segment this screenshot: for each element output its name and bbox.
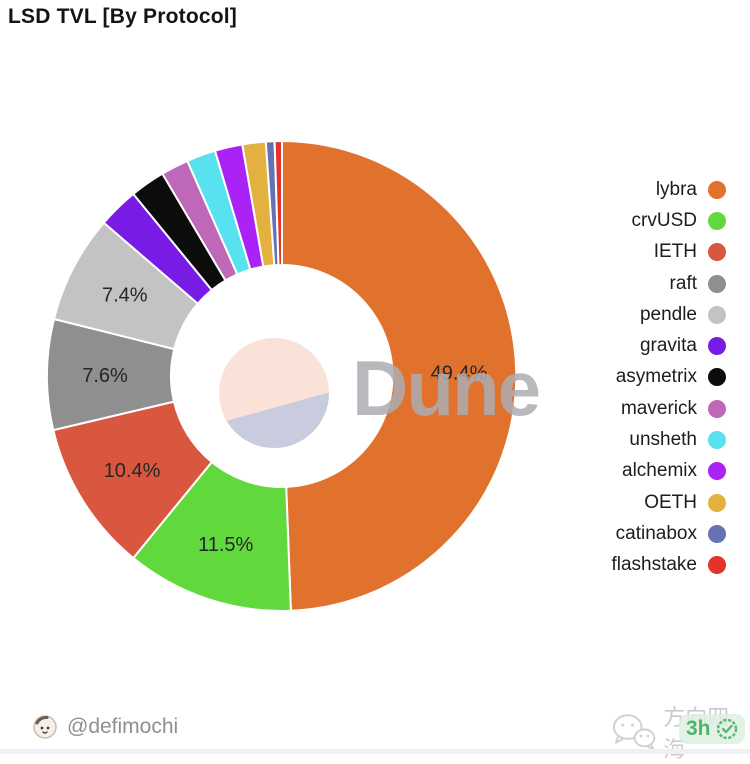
legend-label: IETH bbox=[653, 241, 697, 263]
time-badge: 3h bbox=[679, 714, 745, 744]
legend-item-pendle: pendle bbox=[611, 299, 726, 330]
legend-dot bbox=[708, 274, 726, 293]
slice-label-pendle: 7.4% bbox=[102, 285, 148, 307]
legend-label: lybra bbox=[655, 178, 697, 200]
legend-item-catinabox: catinabox bbox=[611, 518, 726, 549]
legend-item-lybra: lybra bbox=[611, 174, 726, 205]
legend-label: OETH bbox=[644, 491, 697, 513]
legend-label: crvUSD bbox=[631, 209, 697, 231]
legend-dot bbox=[708, 556, 726, 575]
legend-label: unsheth bbox=[629, 429, 697, 451]
legend-item-IETH: IETH bbox=[611, 237, 726, 268]
legend-item-gravita: gravita bbox=[611, 330, 726, 361]
time-badge-text: 3h bbox=[686, 717, 711, 740]
pie-slice-lybra bbox=[281, 140, 518, 612]
verified-check-icon bbox=[716, 718, 737, 740]
legend-label: asymetrix bbox=[615, 366, 697, 388]
slice-label-crvUSD: 11.5% bbox=[198, 534, 253, 556]
legend-item-OETH: OETH bbox=[611, 487, 726, 518]
legend-label: maverick bbox=[620, 397, 697, 419]
legend-item-unsheth: unsheth bbox=[611, 424, 726, 455]
legend-item-crvUSD: crvUSD bbox=[611, 205, 726, 236]
legend-dot bbox=[708, 337, 726, 356]
legend-dot bbox=[708, 493, 726, 512]
legend-dot bbox=[708, 399, 726, 418]
dune-logo-icon bbox=[219, 338, 329, 448]
legend-label: raft bbox=[669, 272, 697, 294]
legend-item-maverick: maverick bbox=[611, 393, 726, 424]
slice-label-raft: 7.6% bbox=[82, 365, 128, 387]
legend-label: alchemix bbox=[622, 460, 697, 482]
legend-item-alchemix: alchemix bbox=[611, 456, 726, 487]
legend: lybra crvUSD IETH raft pendle gravita asymetri… bbox=[611, 174, 726, 581]
legend-item-raft: raft bbox=[611, 268, 726, 299]
legend-dot bbox=[708, 431, 726, 450]
author-handle: @defimochi bbox=[67, 715, 179, 738]
legend-dot bbox=[708, 211, 726, 230]
slice-label-IETH: 10.4% bbox=[104, 460, 161, 482]
bottom-divider bbox=[0, 749, 750, 754]
legend-label: gravita bbox=[639, 335, 697, 357]
page-title: LSD TVL [By Protocol] bbox=[8, 5, 237, 28]
legend-dot bbox=[708, 305, 726, 324]
wechat-icon bbox=[612, 714, 656, 751]
legend-label: flashstake bbox=[611, 554, 697, 576]
legend-item-asymetrix: asymetrix bbox=[611, 362, 726, 393]
legend-label: pendle bbox=[639, 303, 697, 325]
legend-dot bbox=[708, 462, 726, 481]
legend-item-flashstake: flashstake bbox=[611, 550, 726, 581]
legend-dot bbox=[708, 243, 726, 262]
legend-label: catinabox bbox=[615, 522, 697, 544]
legend-dot bbox=[708, 524, 726, 543]
slice-label-lybra: 49.4% bbox=[431, 363, 488, 385]
legend-dot bbox=[708, 180, 726, 199]
mochi-avatar-icon bbox=[33, 715, 57, 739]
pie-slice-flashstake bbox=[273, 139, 283, 267]
author-credit: @defimochi bbox=[33, 715, 178, 739]
legend-dot bbox=[708, 368, 726, 387]
